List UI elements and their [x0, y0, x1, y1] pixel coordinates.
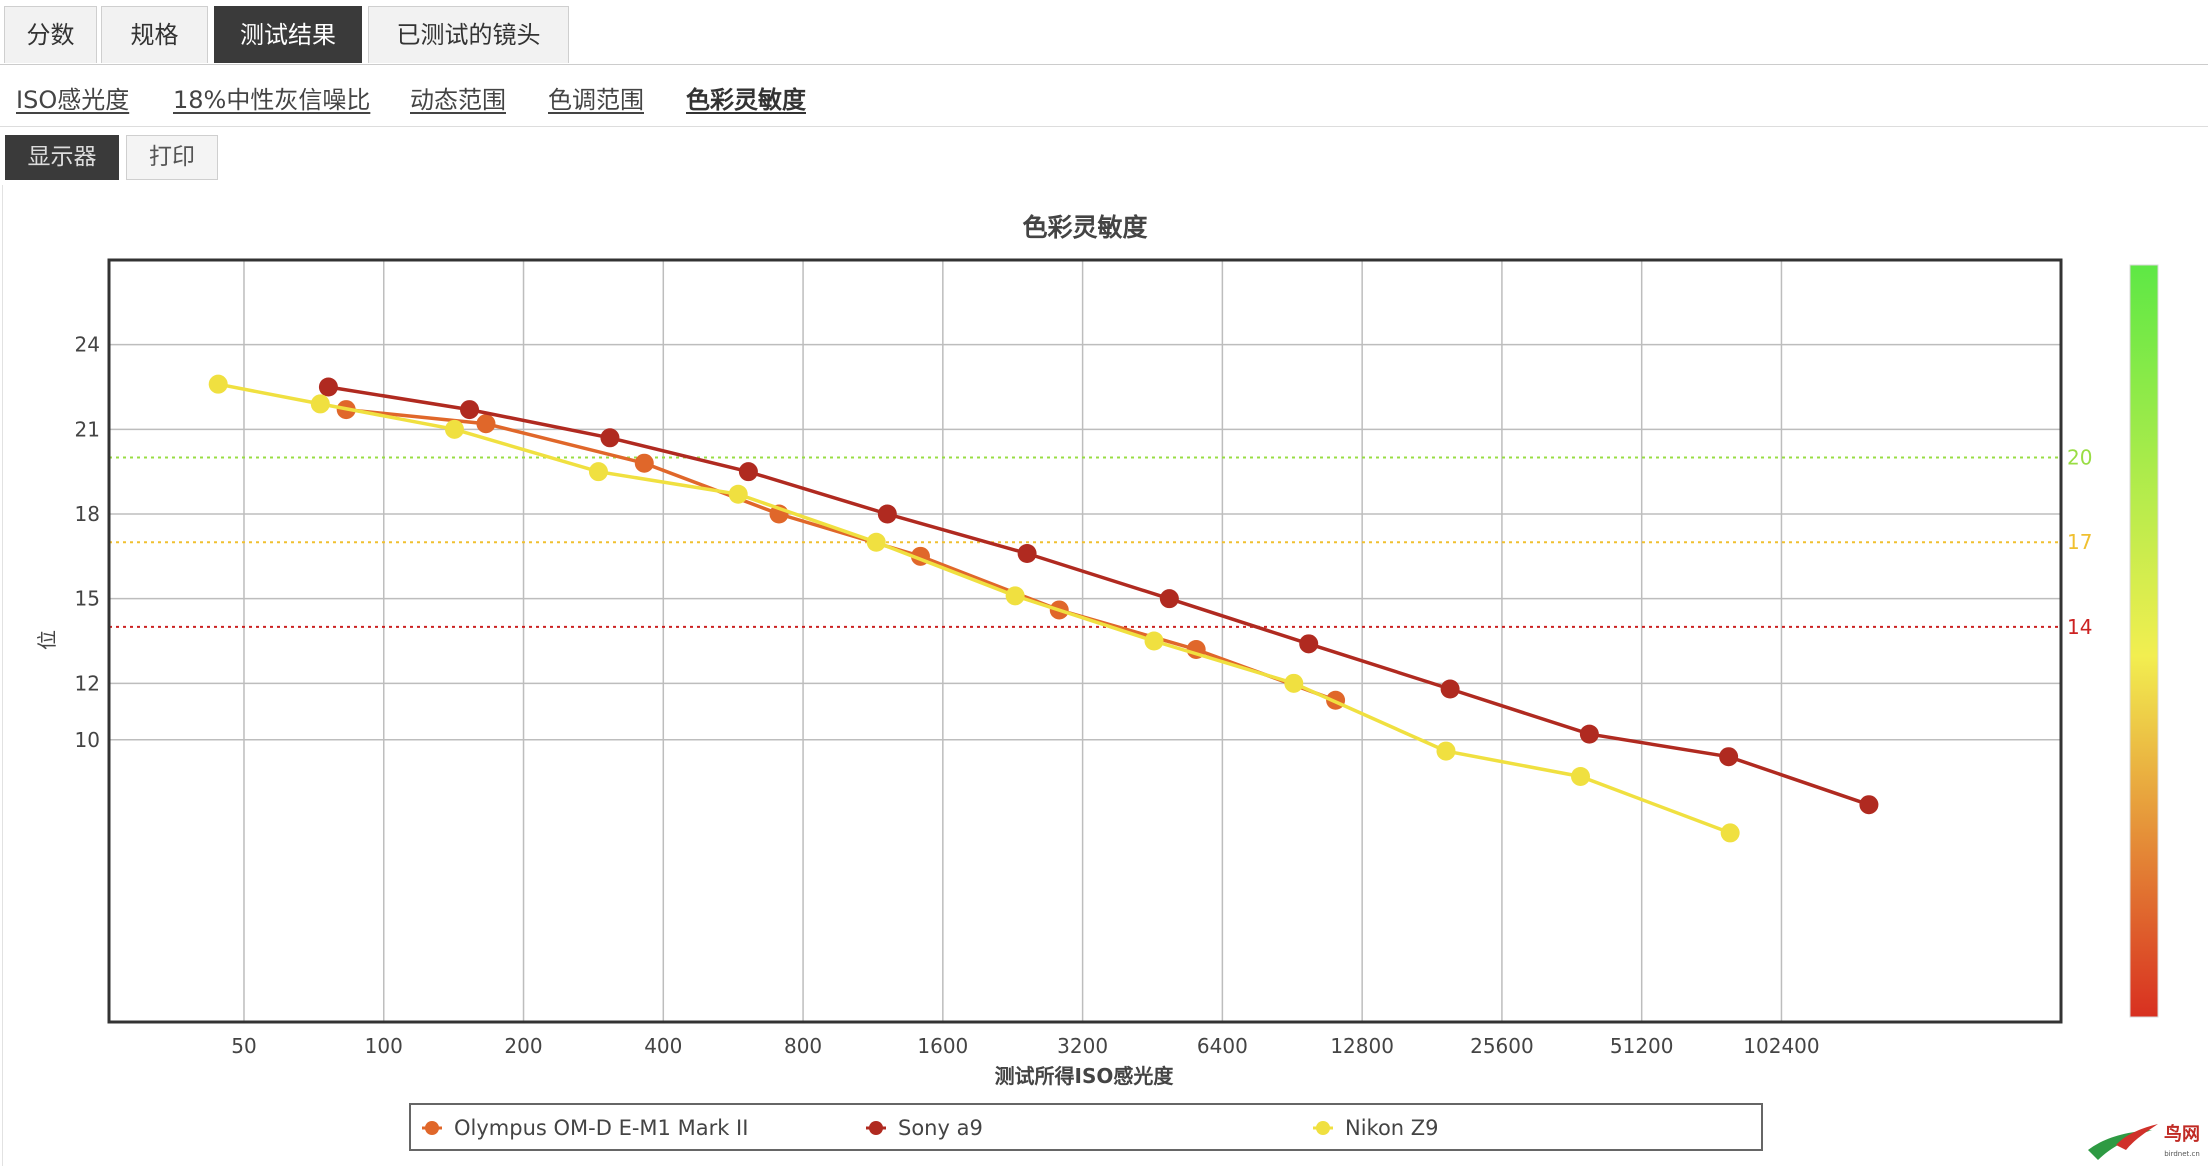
subnav-tonal-range[interactable]: 色调范围 — [548, 86, 644, 114]
data-point[interactable] — [634, 453, 654, 473]
y-tick-label: 24 — [75, 333, 100, 357]
x-tick-label: 200 — [504, 1034, 542, 1058]
data-point[interactable] — [1859, 795, 1879, 815]
subnav-dynamic-range[interactable]: 动态范围 — [410, 86, 506, 114]
data-point[interactable] — [1299, 634, 1319, 654]
tab-specs[interactable]: 规格 — [101, 6, 208, 63]
data-point[interactable] — [1436, 741, 1456, 761]
reference-lines: 20 17 14 — [109, 446, 2092, 639]
data-point[interactable] — [1144, 631, 1164, 651]
y-tick-label: 12 — [75, 671, 100, 695]
x-axis-label: 测试所得ISO感光度 — [995, 1064, 1175, 1088]
data-point[interactable] — [738, 462, 758, 482]
data-point[interactable] — [1017, 544, 1037, 564]
chart-grid — [109, 260, 2061, 1022]
series-line — [217, 382, 1731, 835]
logo-swoosh-green — [2088, 1130, 2152, 1160]
data-point[interactable] — [1571, 766, 1591, 786]
x-tick-label: 1600 — [917, 1034, 968, 1058]
x-tick-label: 800 — [784, 1034, 822, 1058]
data-point[interactable] — [460, 400, 480, 420]
subnav-iso[interactable]: ISO感光度 — [16, 86, 130, 114]
legend-label[interactable]: Sony a9 — [898, 1116, 983, 1140]
x-tick-label: 100 — [365, 1034, 403, 1058]
data-point[interactable] — [1284, 673, 1304, 693]
y-tick-label: 15 — [75, 587, 100, 611]
y-tick-label: 21 — [75, 417, 100, 441]
data-point[interactable] — [318, 377, 338, 397]
tab-scores[interactable]: 分数 — [4, 6, 97, 63]
x-tick-label: 6400 — [1197, 1034, 1248, 1058]
series-group — [318, 377, 1879, 815]
print-button[interactable]: 打印 — [126, 135, 218, 180]
legend-label[interactable]: Nikon Z9 — [1345, 1116, 1439, 1140]
legend-swatch — [869, 1121, 883, 1135]
logo-url: birdnet.cn — [2164, 1150, 2200, 1158]
data-point[interactable] — [866, 532, 886, 552]
data-point[interactable] — [600, 428, 620, 448]
test-subnav: ISO感光度 18%中性灰信噪比 动态范围 色调范围 色彩灵敏度 — [0, 64, 2208, 127]
data-point[interactable] — [444, 419, 464, 439]
content-divider — [2, 185, 3, 1166]
result-tabs: 分数 规格 测试结果 已测试的镜头 — [0, 0, 2208, 65]
x-tick-label: 102400 — [1743, 1034, 1819, 1058]
y-tick-label: 18 — [75, 502, 100, 526]
y-axis-label: 位 — [35, 630, 59, 650]
data-point[interactable] — [208, 374, 228, 394]
x-tick-label: 51200 — [1610, 1034, 1674, 1058]
tab-tested-lenses[interactable]: 已测试的镜头 — [368, 6, 569, 63]
x-tick-label: 50 — [231, 1034, 256, 1058]
chart-title: 色彩灵敏度 — [1022, 213, 1147, 242]
x-tick-label: 12800 — [1330, 1034, 1394, 1058]
series-line — [328, 385, 1870, 807]
display-button[interactable]: 显示器 — [5, 135, 119, 180]
x-axis-ticks: 50 100 200 400 800 1600 3200 6400 12800 25600 5120… — [231, 1034, 1819, 1058]
logo-swoosh-red — [2116, 1124, 2158, 1150]
x-tick-label: 3200 — [1057, 1034, 1108, 1058]
data-point[interactable] — [1720, 823, 1740, 843]
data-point[interactable] — [476, 414, 496, 434]
series-group — [208, 374, 1740, 843]
color-scale-bar — [2129, 264, 2159, 1018]
data-point[interactable] — [588, 462, 608, 482]
y-tick-label: 10 — [75, 728, 100, 752]
subnav-color-sensitivity[interactable]: 色彩灵敏度 — [686, 86, 806, 114]
legend-box — [409, 1103, 1763, 1151]
data-point[interactable] — [728, 484, 748, 504]
legend-swatch — [425, 1121, 439, 1135]
data-point[interactable] — [1579, 724, 1599, 744]
reference-line-label: 20 — [2067, 446, 2092, 470]
reference-line-label: 14 — [2067, 615, 2092, 639]
reference-line-label: 17 — [2067, 530, 2092, 554]
data-point[interactable] — [1159, 589, 1179, 609]
logo-text: 鸟网 — [2164, 1123, 2200, 1145]
data-point[interactable] — [1005, 586, 1025, 606]
chart-series — [208, 374, 1879, 843]
legend-label[interactable]: Olympus OM-D E-M1 Mark II — [454, 1116, 748, 1140]
data-point[interactable] — [310, 394, 330, 414]
series-group — [336, 400, 1346, 710]
data-point[interactable] — [877, 504, 897, 524]
plot-frame — [107, 258, 2063, 1024]
site-logo: 鸟网 birdnet.cn — [2088, 1123, 2200, 1160]
x-tick-label: 400 — [644, 1034, 682, 1058]
x-tick-label: 25600 — [1470, 1034, 1534, 1058]
data-point[interactable] — [1440, 679, 1460, 699]
chart-legend: Olympus OM-D E-M1 Mark II Sony a9 Nikon Z9 — [409, 1103, 1763, 1151]
y-axis-ticks: 10 12 15 18 21 24 — [75, 333, 100, 752]
legend-swatch — [1316, 1121, 1330, 1135]
data-point[interactable] — [1719, 747, 1739, 767]
tab-test-results[interactable]: 测试结果 — [214, 6, 362, 63]
series-line — [346, 407, 1337, 702]
subnav-snr[interactable]: 18%中性灰信噪比 — [173, 86, 371, 114]
